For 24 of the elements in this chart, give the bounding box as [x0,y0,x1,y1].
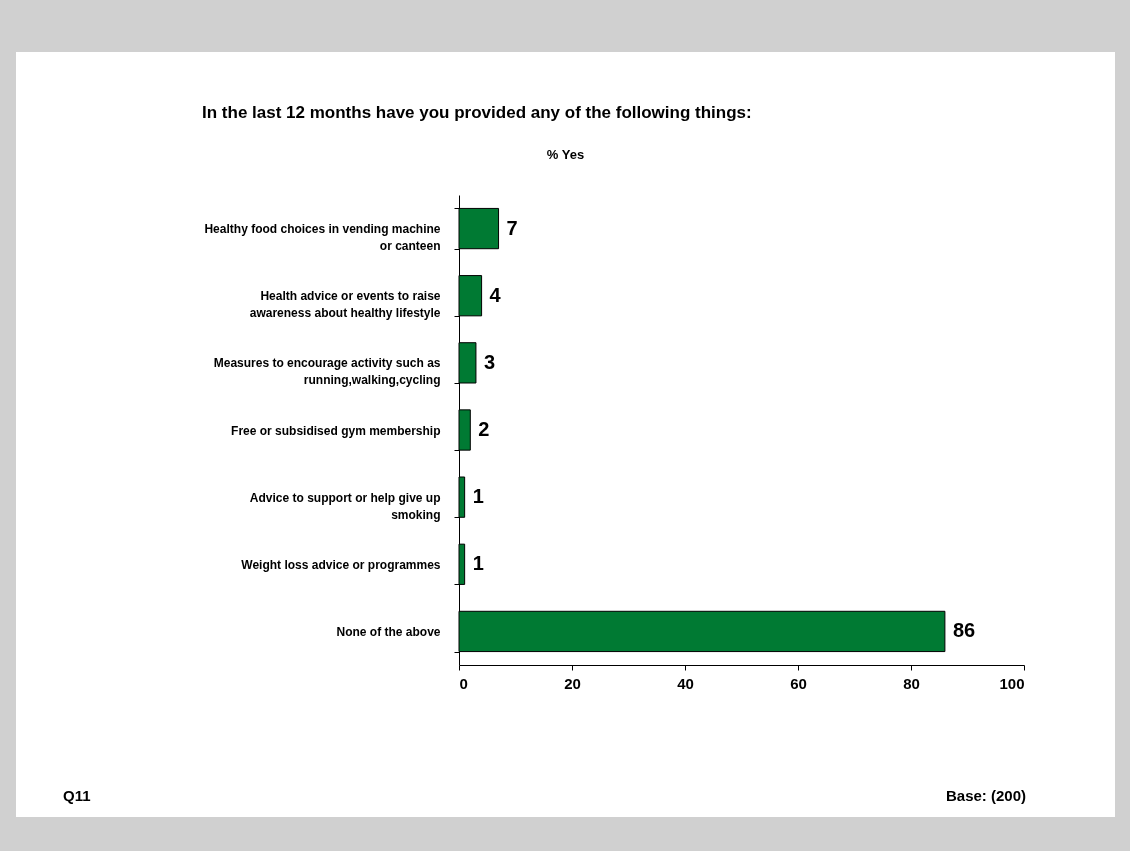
data-label: 2 [478,418,490,440]
x-tick-label: 80 [903,674,920,692]
y-tick-label: Health advice or events to raise awareness about healthy lifestyle [249,289,441,321]
data-label: 7 [506,216,518,239]
text: Q11 [63,787,91,804]
data-label: 4 [489,283,502,306]
data-label: 86 [952,619,976,642]
data-label: 3 [483,350,496,373]
text: Base: (200) [945,787,1026,804]
y-tick-label: Weight loss advice or programmes [241,557,441,572]
x-tick-label: 0 [459,674,468,692]
y-tick-label: Measures to encourage activity such as running,walking,cycling [213,356,441,388]
y-tick-label: Free or subsidised gym membership [231,423,441,438]
data-label: 1 [472,485,484,508]
data-label: 1 [472,552,484,575]
y-tick-label: None of the above [336,624,441,639]
chart-subtitle: % Yes [545,147,586,162]
y-tick-label: Healthy food choices in vending machine or canteen [204,222,441,254]
x-tick-label: 60 [790,674,807,692]
y-tick-label: Advice to support or help give up smoking [249,490,441,522]
x-tick-label: 20 [564,674,581,692]
x-tick-label: 40 [677,674,694,692]
x-tick-label: 100 [999,674,1025,692]
chart-title: In the last 12 months have you provided any of the following things: [202,103,752,123]
